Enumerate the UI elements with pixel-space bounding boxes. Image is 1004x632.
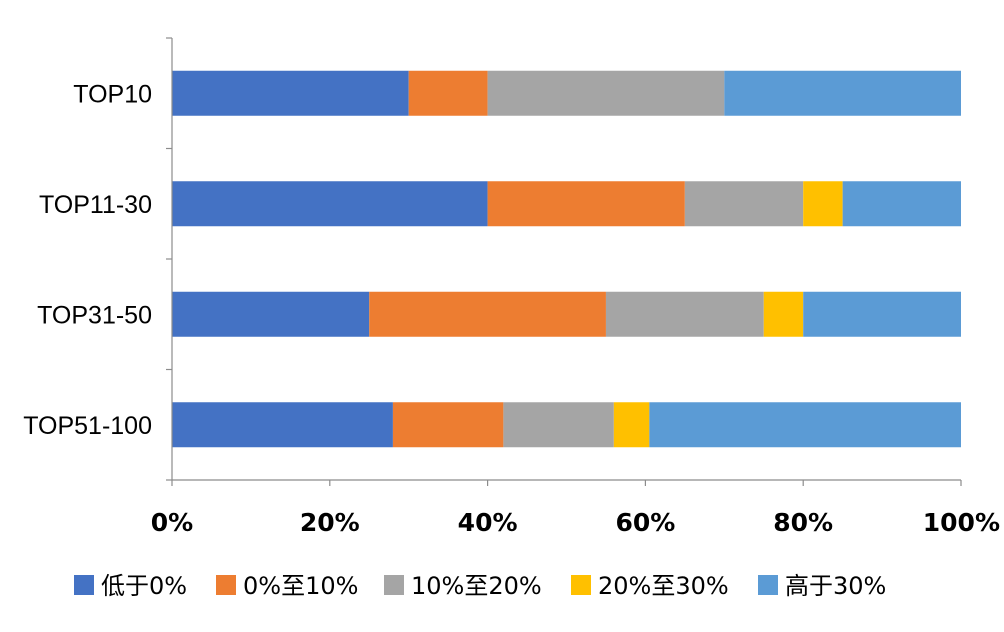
bar-segment-top31-50-series-3 <box>763 291 804 337</box>
bar-segment-top31-50-series-4 <box>803 291 961 337</box>
x-tick-label: 80% <box>773 508 833 537</box>
labels-layer: TOP10 TOP11-30 TOP31-50 TOP51-100 0% 20% 40% 60… <box>23 80 1000 537</box>
x-tick-label: 60% <box>615 508 675 537</box>
axis-layer <box>166 37 962 486</box>
bar-segment-top51-100-series-4 <box>649 402 961 448</box>
legend: 低于0% 0%至10% 10%至20% 20%至30% 高于30% <box>74 572 886 600</box>
category-label: TOP10 <box>73 80 152 108</box>
bar-segment-top51-100-series-0 <box>172 402 393 448</box>
category-label: TOP51-100 <box>23 412 152 440</box>
bar-segment-top51-100-series-3 <box>613 402 650 448</box>
bar-segment-top10-series-0 <box>172 70 409 116</box>
legend-swatch <box>74 575 94 595</box>
bar-segment-top10-series-1 <box>408 70 488 116</box>
category-label: TOP11-30 <box>39 191 152 219</box>
category-label: TOP31-50 <box>37 301 152 329</box>
x-tick-label: 0% <box>151 508 193 537</box>
legend-item: 20%至30% <box>571 572 729 600</box>
bar-segment-top11-30-series-4 <box>842 181 961 227</box>
bar-segment-top31-50-series-2 <box>605 291 764 337</box>
bar-segment-top11-30-series-0 <box>172 181 488 227</box>
bar-segment-top51-100-series-2 <box>503 402 614 448</box>
bar-segment-top31-50-series-1 <box>369 291 606 337</box>
legend-swatch <box>758 575 778 595</box>
bar-segment-top51-100-series-1 <box>392 402 504 448</box>
legend-swatch <box>384 575 404 595</box>
bar-segment-top11-30-series-3 <box>803 181 843 227</box>
legend-item: 10%至20% <box>384 572 542 600</box>
legend-item: 0%至10% <box>216 572 358 600</box>
legend-label: 10%至20% <box>411 572 542 600</box>
legend-label: 高于30% <box>785 572 886 600</box>
bar-segment-top11-30-series-1 <box>487 181 685 227</box>
bar-segment-top10-series-2 <box>487 70 725 116</box>
bar-segment-top31-50-series-0 <box>172 291 370 337</box>
bar-segment-top11-30-series-2 <box>684 181 804 227</box>
legend-label: 20%至30% <box>598 572 729 600</box>
legend-item: 高于30% <box>758 572 886 600</box>
legend-label: 0%至10% <box>243 572 358 600</box>
x-tick-label: 100% <box>923 508 1000 537</box>
bar-segment-top10-series-4 <box>724 70 961 116</box>
legend-label: 低于0% <box>101 572 187 600</box>
legend-item: 低于0% <box>74 572 187 600</box>
legend-swatch <box>216 575 236 595</box>
x-tick-label: 40% <box>458 508 518 537</box>
legend-swatch <box>571 575 591 595</box>
bars-layer <box>172 70 961 448</box>
x-tick-label: 20% <box>300 508 360 537</box>
